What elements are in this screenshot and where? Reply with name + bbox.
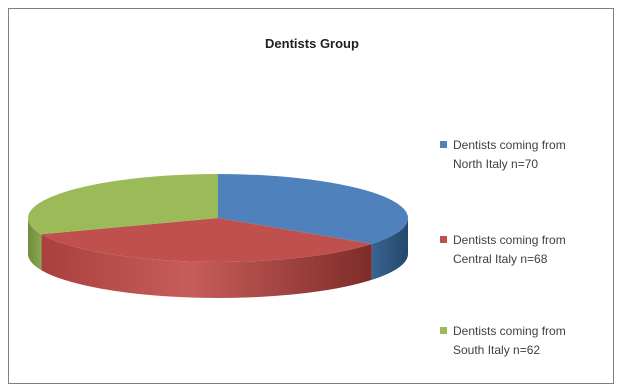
legend-label-south-line1: Dentists coming from [453, 324, 566, 338]
legend-label-north-line2: North Italy n=70 [453, 157, 539, 171]
pie-side-central [41, 234, 372, 298]
legend-label-north-line1: Dentists coming from [453, 138, 566, 152]
pie-slice-central [41, 218, 372, 262]
legend-label-central-line2: Central Italy n=68 [453, 252, 548, 266]
legend-swatch-south [440, 327, 447, 334]
legend-swatch-central [440, 236, 447, 243]
pie-slice-south [28, 174, 219, 235]
legend-label-south-line2: South Italy n=62 [453, 343, 541, 357]
legend-label-central-line1: Dentists coming from [453, 233, 566, 247]
legend-swatch-north [440, 141, 447, 148]
pie-slice-north [218, 174, 409, 244]
pie-side-south [28, 218, 42, 271]
pie-side-north [371, 218, 408, 280]
chart-title: Dentists Group [265, 36, 359, 51]
